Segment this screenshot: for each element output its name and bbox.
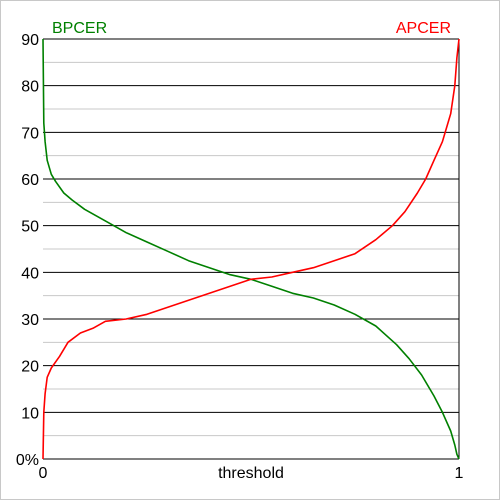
y-tick-label: 80 bbox=[21, 79, 39, 96]
legend-apcer: APCER bbox=[396, 20, 451, 37]
y-tick-label: 90 bbox=[21, 32, 39, 49]
series-lines bbox=[42, 38, 460, 460]
series-line-apcer bbox=[42, 38, 460, 460]
y-tick-label: 10 bbox=[21, 405, 39, 422]
tick-labels: 0% 10 20 30 40 50 60 70 80 90 0 1 bbox=[16, 32, 464, 482]
x-tick-label: 0 bbox=[39, 465, 48, 482]
grid bbox=[43, 38, 460, 460]
y-tick-label: 60 bbox=[21, 172, 39, 189]
y-tick-label: 30 bbox=[21, 312, 39, 329]
y-tick-label: 70 bbox=[21, 125, 39, 142]
legend-bpcer: BPCER bbox=[52, 20, 107, 37]
x-axis-title: threshold bbox=[218, 465, 284, 482]
series-line-bpcer bbox=[42, 38, 460, 460]
y-tick-label: 20 bbox=[21, 359, 39, 376]
y-tick-label: 50 bbox=[21, 219, 39, 236]
y-tick-label: 0% bbox=[16, 452, 39, 469]
x-tick-label: 1 bbox=[455, 465, 464, 482]
y-tick-label: 40 bbox=[21, 265, 39, 282]
